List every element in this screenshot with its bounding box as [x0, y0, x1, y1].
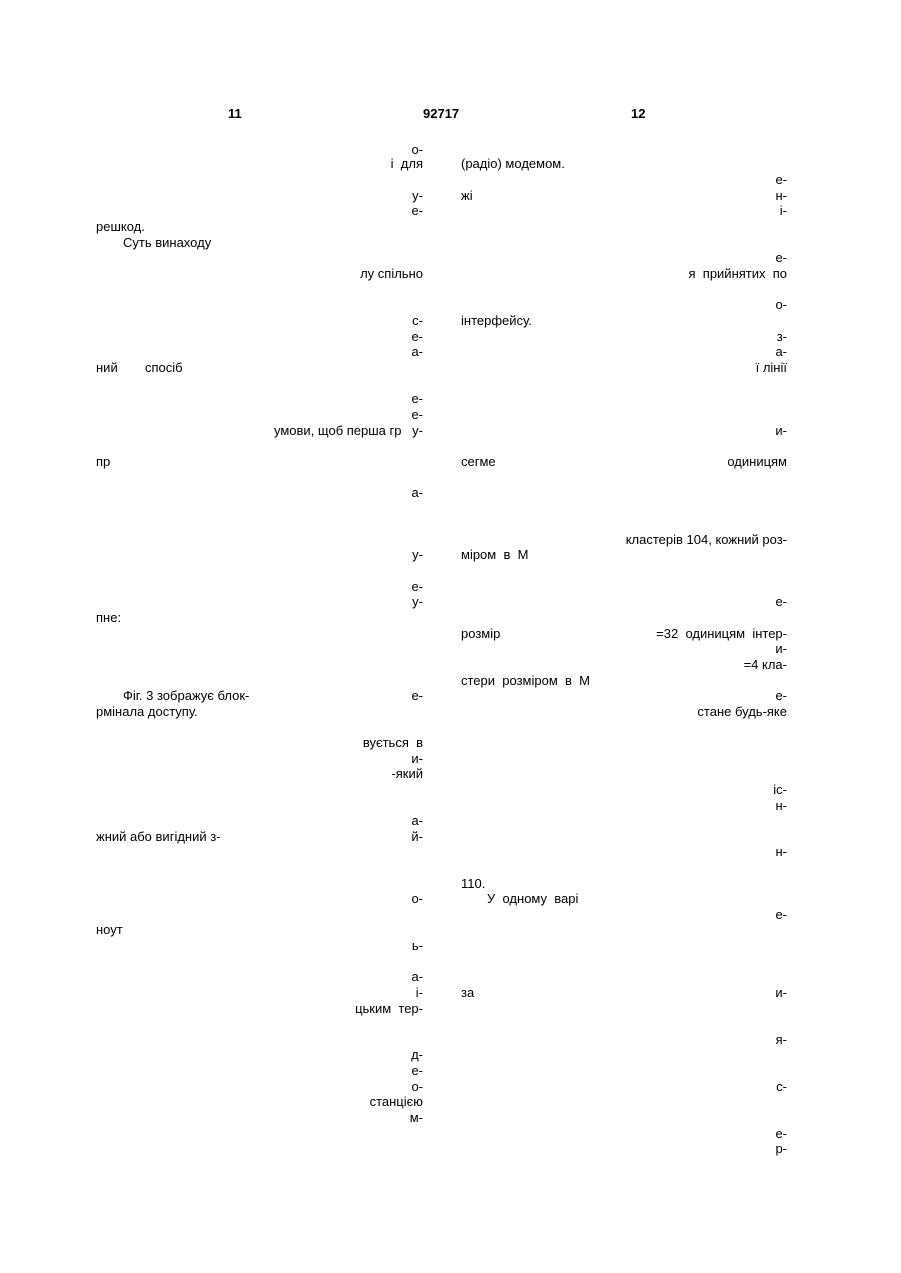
text-fragment: міром в М	[461, 547, 528, 563]
text-fragment: у-	[412, 594, 423, 610]
text-fragment: пне:	[96, 610, 121, 626]
text-fragment: стери розміром в М	[461, 673, 590, 689]
text-fragment: е-	[411, 688, 423, 704]
text-fragment: с-	[776, 1079, 787, 1095]
text-fragment: Суть винаходу	[123, 235, 211, 251]
text-fragment: спосіб	[145, 360, 183, 376]
text-fragment: умови, щоб перша гр	[274, 423, 402, 439]
left-page-number: 11	[228, 106, 242, 122]
text-fragment: е-	[775, 250, 787, 266]
text-fragment: у-	[412, 423, 423, 439]
text-fragment: ний	[96, 360, 118, 376]
text-fragment: рмінала доступу.	[96, 704, 198, 720]
text-fragment: одиницям	[727, 454, 787, 470]
text-fragment: станцією	[370, 1094, 423, 1110]
text-fragment: сегме	[461, 454, 496, 470]
text-fragment: жний або вигідний з-	[96, 829, 221, 845]
text-fragment: е-	[411, 407, 423, 423]
text-fragment: ноут	[96, 922, 123, 938]
text-fragment: кластерів 104, кожний роз-	[626, 532, 787, 548]
text-fragment: а-	[775, 344, 787, 360]
text-fragment: з-	[777, 329, 787, 345]
text-fragment: е-	[775, 172, 787, 188]
text-fragment: н-	[775, 798, 787, 814]
text-fragment: я прийнятих по	[689, 266, 787, 282]
text-fragment: -який	[391, 766, 423, 782]
patent-number: 92717	[423, 106, 459, 122]
text-fragment: і-	[780, 203, 787, 219]
text-fragment: (радіо) модемом.	[461, 156, 565, 172]
text-fragment: іс-	[773, 782, 787, 798]
text-fragment: и-	[775, 641, 787, 657]
text-fragment: е-	[411, 579, 423, 595]
text-fragment: е-	[411, 391, 423, 407]
text-fragment: о-	[411, 891, 423, 907]
right-page-number: 12	[631, 106, 645, 122]
text-fragment: і-	[416, 985, 423, 1001]
text-fragment: за	[461, 985, 474, 1001]
text-fragment: решкод.	[96, 219, 145, 235]
text-fragment: пр	[96, 454, 110, 470]
text-fragment: У одному варі	[487, 891, 578, 907]
text-fragment: д-	[411, 1047, 423, 1063]
text-fragment: =4 кла-	[744, 657, 787, 673]
text-fragment: е-	[775, 907, 787, 923]
text-fragment: інтерфейсу.	[461, 313, 532, 329]
text-fragment: е-	[775, 688, 787, 704]
text-fragment: а-	[411, 969, 423, 985]
text-fragment: р-	[775, 1141, 787, 1157]
text-fragment: о-	[411, 1079, 423, 1095]
text-fragment: с-	[412, 313, 423, 329]
text-fragment: и-	[411, 751, 423, 767]
text-fragment: е-	[775, 1126, 787, 1142]
text-fragment: и-	[775, 985, 787, 1001]
text-fragment: н-	[775, 844, 787, 860]
text-fragment: у-	[412, 188, 423, 204]
text-fragment: а-	[411, 485, 423, 501]
text-fragment: ї лінії	[756, 360, 787, 376]
text-fragment: Фіг. 3 зображує блок-	[123, 688, 249, 704]
text-fragment: а-	[411, 813, 423, 829]
text-fragment: цьким тер-	[355, 1001, 423, 1017]
text-fragment: е-	[411, 329, 423, 345]
text-fragment: вується в	[363, 735, 423, 751]
text-fragment: и-	[775, 423, 787, 439]
text-fragment: м-	[410, 1110, 423, 1126]
text-fragment: е-	[775, 594, 787, 610]
text-fragment: жі	[461, 188, 473, 204]
text-fragment: ь-	[412, 938, 423, 954]
text-fragment: о-	[775, 297, 787, 313]
text-fragment: а-	[411, 344, 423, 360]
text-fragment: розмір	[461, 626, 500, 642]
text-fragment: н-	[775, 188, 787, 204]
text-fragment: 110.	[461, 876, 485, 892]
text-fragment: =32 одиницям інтер-	[656, 626, 787, 642]
text-fragment: лу спільно	[360, 266, 423, 282]
text-fragment: стане будь-яке	[697, 704, 787, 720]
text-fragment: я-	[776, 1032, 787, 1048]
text-fragment: і для	[391, 156, 423, 172]
text-fragment: й-	[411, 829, 423, 845]
text-fragment: е-	[411, 203, 423, 219]
text-fragment: у-	[412, 547, 423, 563]
text-fragment: е-	[411, 1063, 423, 1079]
